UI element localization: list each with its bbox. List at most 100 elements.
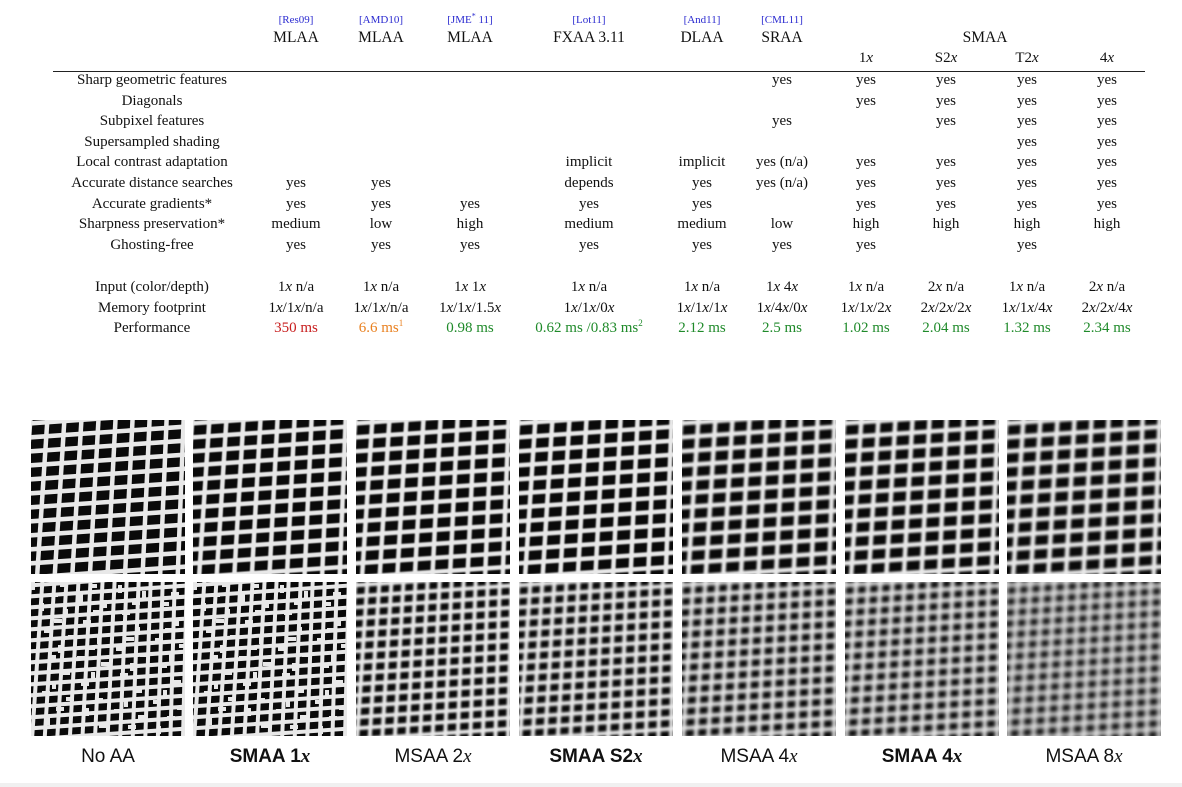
input-value: 2x n/a bbox=[1088, 279, 1126, 295]
memory-value: 1x/1x/4x bbox=[1001, 299, 1053, 316]
ref-res09[interactable]: [Res09] bbox=[278, 14, 314, 26]
feature-value: yes bbox=[371, 175, 391, 191]
feature-value: yes bbox=[1097, 175, 1117, 191]
performance-value: 350 ms bbox=[274, 320, 318, 337]
feature-value: yes bbox=[286, 236, 306, 253]
method-header: MLAA bbox=[273, 29, 319, 46]
feature-value: yes bbox=[856, 154, 876, 171]
feature-value: yes bbox=[371, 236, 391, 253]
feature-value: low bbox=[369, 216, 393, 233]
memory-value: 1x/1x/0x bbox=[563, 299, 615, 316]
feature-value: yes bbox=[1017, 133, 1037, 150]
feature-label: Local contrast adaptation bbox=[76, 154, 228, 171]
memory-value: 2x/2x/4x bbox=[1081, 299, 1133, 316]
feature-value: yes bbox=[856, 175, 876, 191]
feature-value: yes bbox=[936, 72, 956, 88]
feature-value: yes bbox=[856, 236, 876, 253]
image-caption: MSAA 4x bbox=[720, 746, 798, 767]
memory-value: 1x/4x/0x bbox=[756, 299, 808, 316]
texture-closeup-tile bbox=[519, 420, 673, 574]
method-header: MLAA bbox=[447, 29, 493, 46]
feature-value: yes bbox=[772, 236, 792, 253]
feature-value: depends bbox=[564, 175, 614, 191]
feature-value: medium bbox=[271, 216, 321, 233]
performance-value: 6.6 ms1 bbox=[358, 318, 404, 337]
texture-distance-tile bbox=[682, 582, 836, 736]
image-caption: MSAA 2x bbox=[394, 746, 472, 767]
memory-value: 1x/1x/1x bbox=[676, 299, 728, 316]
performance-value: 2.5 ms bbox=[761, 320, 803, 337]
comparison-table: [Res09] [AMD10] [JME* 11] [Lot11] [And11… bbox=[0, 0, 1182, 345]
feature-label: Sharp geometric features bbox=[77, 72, 227, 88]
feature-label: Accurate gradients* bbox=[91, 195, 213, 212]
feature-value: yes bbox=[1017, 72, 1037, 88]
texture-closeup-tile bbox=[31, 420, 185, 574]
performance-value: 0.62 ms /0.83 ms2 bbox=[535, 318, 643, 337]
ref-cml11[interactable]: [CML11] bbox=[761, 14, 803, 26]
memory-value: 1x/1x/1.5x bbox=[438, 299, 502, 316]
feature-value: yes bbox=[1017, 175, 1037, 191]
feature-value: high bbox=[932, 216, 960, 233]
stat-label: Memory footprint bbox=[98, 299, 206, 316]
texture-distance-tile bbox=[845, 582, 999, 736]
feature-value: yes bbox=[856, 72, 876, 88]
memory-value: 1x/1x/n/a bbox=[353, 299, 409, 316]
smaa-variant-header: T2x bbox=[1015, 50, 1039, 66]
feature-value: yes bbox=[579, 195, 599, 212]
input-value: 1x n/a bbox=[847, 279, 885, 295]
feature-value: medium bbox=[564, 216, 614, 233]
feature-value: high bbox=[1093, 216, 1121, 233]
feature-value: yes bbox=[1097, 195, 1117, 212]
feature-value: yes bbox=[286, 175, 306, 191]
feature-value: yes bbox=[1017, 236, 1037, 253]
texture-distance-tile bbox=[519, 582, 673, 736]
performance-value: 2.04 ms bbox=[922, 320, 970, 337]
texture-closeup-tile bbox=[845, 420, 999, 574]
feature-value: yes bbox=[772, 72, 792, 88]
smaa-variant-header: S2x bbox=[934, 50, 958, 66]
feature-value: yes bbox=[936, 195, 956, 212]
feature-value: yes (n/a) bbox=[755, 175, 809, 191]
feature-value: yes bbox=[936, 92, 956, 109]
ref-amd10[interactable]: [AMD10] bbox=[359, 14, 403, 26]
feature-value: high bbox=[1013, 216, 1041, 233]
image-caption: MSAA 8x bbox=[1045, 746, 1123, 767]
feature-value: yes bbox=[579, 236, 599, 253]
feature-value: yes bbox=[1017, 92, 1037, 109]
feature-value: yes bbox=[1097, 72, 1117, 88]
feature-label: Accurate distance searches bbox=[71, 175, 233, 191]
feature-value: yes (n/a) bbox=[755, 154, 809, 171]
feature-value: yes bbox=[1017, 195, 1037, 212]
ref-lot11[interactable]: [Lot11] bbox=[572, 14, 606, 26]
texture-closeup-tile bbox=[356, 420, 510, 574]
ref-and11[interactable]: [And11] bbox=[683, 14, 721, 26]
feature-value: yes bbox=[1017, 154, 1037, 171]
input-value: 1x 4x bbox=[765, 279, 799, 295]
feature-value: yes bbox=[856, 92, 876, 109]
texture-closeup-tile bbox=[193, 420, 347, 574]
stat-label: Performance bbox=[113, 320, 191, 337]
feature-value: yes bbox=[371, 195, 391, 212]
feature-value: yes bbox=[1097, 154, 1117, 171]
image-caption: SMAA S2x bbox=[549, 746, 643, 767]
performance-value: 1.02 ms bbox=[842, 320, 890, 337]
feature-label: Ghosting-free bbox=[110, 236, 194, 253]
feature-label: Sharpness preservation* bbox=[78, 216, 226, 233]
ref-jme11[interactable]: [JME* 11] bbox=[447, 11, 493, 26]
feature-value: yes bbox=[692, 175, 712, 191]
texture-closeup-tile bbox=[1007, 420, 1161, 574]
feature-value: yes bbox=[1017, 113, 1037, 130]
feature-value: high bbox=[456, 216, 484, 233]
feature-value: implicit bbox=[678, 154, 726, 171]
feature-value: yes bbox=[936, 175, 956, 191]
input-value: 1x 1x bbox=[453, 279, 487, 295]
feature-value: yes bbox=[460, 236, 480, 253]
header-rule bbox=[53, 71, 1145, 72]
input-value: 1x n/a bbox=[362, 279, 400, 295]
feature-label: Supersampled shading bbox=[84, 133, 220, 150]
input-value: 1x n/a bbox=[277, 279, 315, 295]
image-caption: SMAA 4x bbox=[881, 746, 963, 767]
image-caption: SMAA 1x bbox=[229, 746, 311, 767]
memory-value: 2x/2x/2x bbox=[920, 299, 972, 316]
performance-value: 1.32 ms bbox=[1003, 320, 1051, 337]
